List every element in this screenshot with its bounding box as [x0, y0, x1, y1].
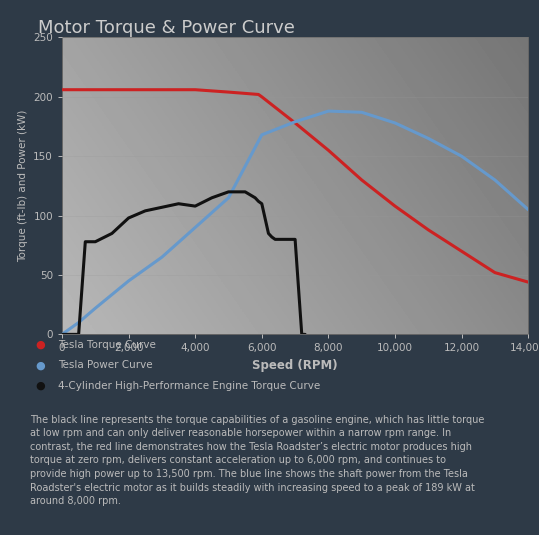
Text: Tesla Power Curve: Tesla Power Curve [58, 361, 153, 370]
Text: 4-Cylinder High-Performance Engine Torque Curve: 4-Cylinder High-Performance Engine Torqu… [58, 381, 321, 391]
Text: Motor Torque & Power Curve: Motor Torque & Power Curve [38, 19, 295, 37]
X-axis label: Speed (RPM): Speed (RPM) [252, 359, 338, 372]
Text: ●: ● [36, 381, 45, 391]
Y-axis label: Torque (ft-lb) and Power (kW): Torque (ft-lb) and Power (kW) [18, 110, 27, 262]
Text: ●: ● [36, 361, 45, 370]
Text: The black line represents the torque capabilities of a gasoline engine, which ha: The black line represents the torque cap… [30, 415, 484, 506]
Text: ●: ● [36, 340, 45, 350]
Text: Tesla Torque Curve: Tesla Torque Curve [58, 340, 156, 350]
